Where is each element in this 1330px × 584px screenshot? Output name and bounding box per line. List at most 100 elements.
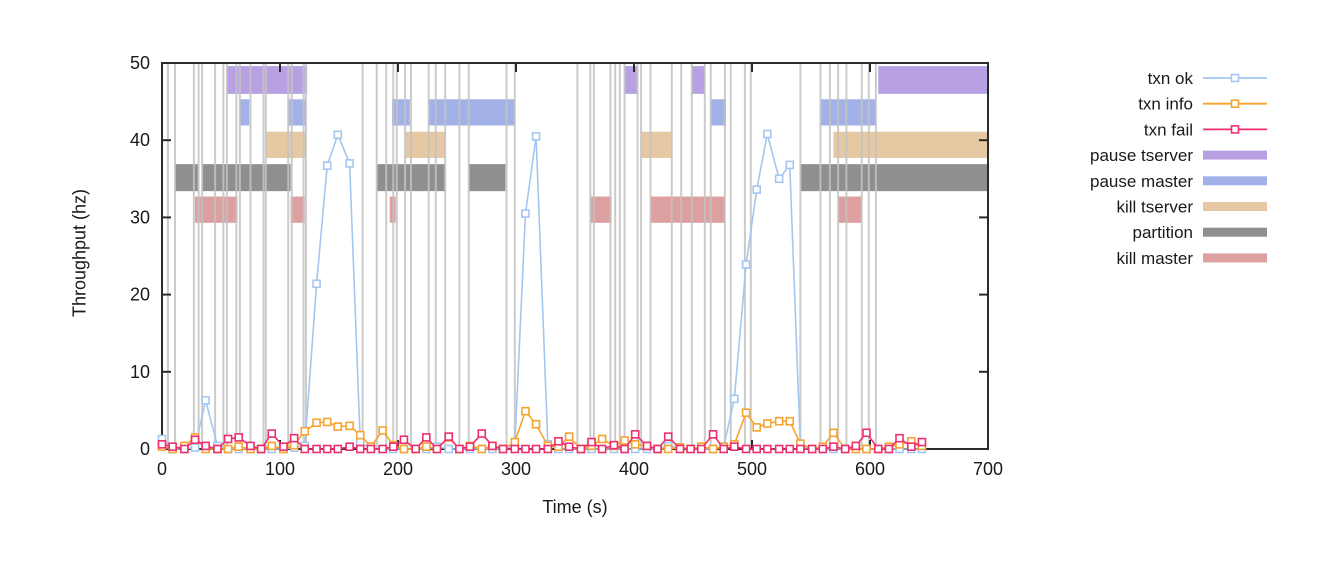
x-axis-label: Time (s): [542, 497, 608, 517]
band-partition-segment: [468, 164, 506, 192]
series-txn-info-marker: [774, 416, 784, 426]
series-txn-fail-marker: [531, 444, 541, 454]
band-kill-tserver-segment: [265, 131, 306, 158]
series-txn-fail-marker: [829, 442, 838, 451]
series-txn-info-marker: [300, 426, 310, 436]
legend-marker-txn-ok: [1230, 73, 1240, 83]
series-txn-fail-marker: [653, 444, 662, 454]
series-txn-ok-marker: [774, 174, 784, 184]
series-txn-fail-marker: [752, 444, 762, 454]
series-txn-fail-marker: [168, 442, 177, 451]
series-txn-fail-marker: [630, 430, 640, 439]
series-txn-info-marker: [564, 432, 574, 441]
x-tick-label: 700: [973, 459, 1003, 479]
series-txn-fail-marker: [180, 444, 189, 454]
series-txn-fail-marker: [576, 444, 586, 454]
series-txn-fail-marker: [312, 444, 321, 454]
legend-swatch-pause-master: [1203, 176, 1267, 186]
band-pause-master-segment: [820, 99, 876, 126]
series-txn-fail-marker: [432, 444, 442, 454]
series-txn-fail-marker: [686, 444, 695, 454]
series-txn-info-marker: [785, 416, 795, 426]
series-txn-ok-marker: [785, 160, 795, 170]
band-pause-master-segment: [710, 99, 727, 126]
series-txn-info-marker: [477, 444, 487, 454]
series-txn-fail-marker: [862, 428, 871, 438]
series-txn-ok-marker: [190, 443, 200, 452]
series-txn-ok-marker: [201, 396, 210, 405]
legend-swatch-pause-tserver: [1203, 150, 1267, 160]
series-txn-ok-marker: [521, 209, 530, 218]
series-txn-fail-marker: [190, 435, 200, 445]
series-txn-fail-marker: [564, 442, 574, 451]
y-tick-label: 50: [130, 53, 150, 73]
series-txn-info-marker: [630, 440, 640, 449]
series-txn-info-marker: [345, 421, 354, 431]
series-txn-info-marker: [267, 441, 277, 451]
series-txn-ok-marker: [322, 161, 332, 170]
band-kill-master-segment: [590, 196, 612, 223]
series-txn-fail-marker: [675, 444, 685, 454]
series-txn-fail-marker: [411, 444, 421, 454]
legend-marker-txn-fail: [1230, 125, 1240, 134]
x-tick-label: 400: [619, 459, 649, 479]
series-txn-fail-marker: [477, 429, 487, 438]
series-txn-fail-marker: [223, 434, 233, 444]
y-tick-label: 0: [140, 439, 150, 459]
series-txn-fail-marker: [840, 444, 850, 454]
band-pause-master-segment: [392, 99, 410, 126]
series-txn-ok-marker: [345, 159, 354, 168]
band-pause-tserver-segment: [691, 66, 705, 94]
series-txn-fail-marker: [157, 440, 167, 449]
series-txn-fail-marker: [234, 433, 243, 442]
series-txn-fail-marker: [444, 432, 454, 441]
series-txn-fail-marker: [785, 444, 795, 454]
legend-label-kill-tserver: kill tserver: [1116, 198, 1193, 217]
series-txn-fail-marker: [355, 444, 365, 454]
series-txn-ok-marker: [763, 129, 772, 139]
band-kill-master-segment: [290, 196, 305, 223]
series-txn-fail-marker: [741, 444, 751, 454]
series-txn-fail-marker: [587, 437, 596, 447]
band-kill-tserver-segment: [833, 131, 988, 158]
series-txn-fail-marker: [422, 433, 431, 442]
series-txn-info-marker: [531, 419, 541, 429]
band-kill-tserver-segment: [641, 131, 672, 158]
legend-label-txn-ok: txn ok: [1148, 69, 1194, 88]
series-txn-ok-marker: [752, 185, 762, 194]
series-txn-fail-marker: [256, 444, 266, 454]
legend-marker-txn-info: [1230, 99, 1240, 108]
legend-label-txn-info: txn info: [1138, 95, 1193, 114]
series-txn-info-marker: [708, 444, 718, 454]
legend-label-pause-master: pause master: [1090, 172, 1193, 191]
series-txn-info-line: [161, 409, 923, 450]
series-txn-ok-marker: [312, 279, 321, 289]
series-txn-fail-line: [161, 431, 923, 451]
series-txn-fail-marker: [521, 444, 530, 454]
series-txn-fail-marker: [488, 441, 497, 451]
series-txn-fail-marker: [333, 444, 343, 454]
band-pause-tserver-segment: [878, 66, 988, 94]
series-txn-fail-marker: [597, 444, 607, 454]
x-tick-label: 600: [855, 459, 885, 479]
legend-label-kill-master: kill master: [1116, 249, 1193, 268]
series-txn-fail-marker: [774, 444, 784, 454]
x-tick-label: 200: [383, 459, 413, 479]
series-txn-ok-marker: [531, 132, 541, 141]
series-txn-fail-marker: [455, 444, 464, 454]
series-txn-fail-marker: [807, 444, 817, 454]
band-pause-master-segment: [239, 99, 250, 126]
series-txn-info-marker: [763, 419, 772, 428]
series-txn-fail-marker: [609, 440, 619, 450]
x-tick-label: 0: [157, 459, 167, 479]
series-txn-fail-marker: [763, 444, 772, 454]
series-txn-fail-marker: [543, 444, 553, 454]
band-kill-master-segment: [650, 196, 725, 223]
series-txn-fail-marker: [498, 444, 508, 454]
series-txn-fail-marker: [246, 441, 255, 451]
series-txn-fail-marker: [289, 433, 299, 443]
y-tick-label: 20: [130, 285, 150, 305]
series-txn-fail-marker: [279, 442, 288, 451]
series-txn-info-marker: [333, 422, 343, 431]
